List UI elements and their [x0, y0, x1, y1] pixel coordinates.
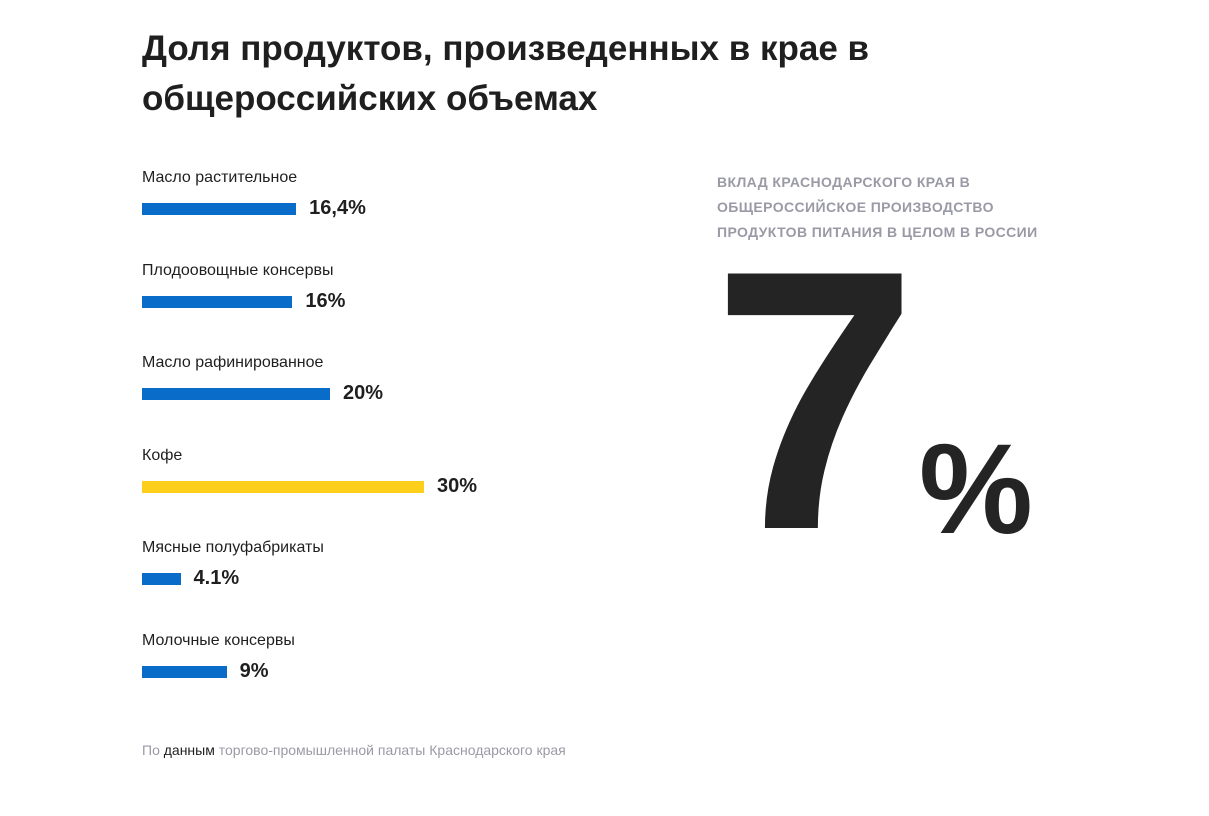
side-stat-value: 7 [712, 194, 918, 607]
bar [142, 480, 424, 493]
bar [142, 295, 293, 308]
bar [142, 665, 227, 678]
source-prefix: По [142, 742, 164, 758]
side-stat-unit: % [919, 418, 1033, 561]
chart-row: Масло растительное 16,4% [142, 168, 662, 238]
category-label: Масло рафинированное [142, 354, 324, 371]
value-label: 4.1% [193, 567, 240, 589]
chart-row: Плодоовощные консервы 16% [142, 261, 662, 331]
value-label: 16,4% [309, 197, 366, 219]
category-label: Масло растительное [142, 169, 298, 186]
side-stat-caption: ВКЛАД КРАСНОДАРСКОГО КРАЯ В ОБЩЕРОССИЙСК… [717, 174, 1038, 240]
category-label: Кофе [142, 446, 183, 464]
bar [142, 203, 297, 215]
category-label: Молочные консервы [142, 631, 295, 649]
source-note: По данным торгово-промышленной палаты Кр… [142, 738, 582, 763]
category-label: Мясные полуфабрикаты [142, 539, 324, 556]
source-link[interactable]: данным [163, 742, 215, 758]
category-label: Плодоовощные консервы [142, 261, 334, 279]
chart-row: Мясные полуфабрикаты 4.1% [142, 538, 662, 608]
value-label: 16% [305, 289, 346, 312]
value-label: 20% [343, 382, 384, 404]
value-label: 30% [437, 474, 478, 497]
bar-chart: Масло растительное 16,4% Плодоовощные конс… [142, 0, 662, 720]
chart-row: Молочные консервы 9% [142, 631, 662, 701]
chart-row: Масло рафинированное 20% [142, 353, 662, 423]
chart-row: Кофе 30% [142, 446, 662, 516]
chart-title: Доля продуктов, произведенных в крае в о… [142, 29, 870, 118]
bar [142, 388, 330, 400]
value-label: 9% [239, 659, 269, 682]
bar [142, 573, 181, 585]
source-suffix: торгово-промышленной палаты Краснодарско… [214, 742, 566, 758]
